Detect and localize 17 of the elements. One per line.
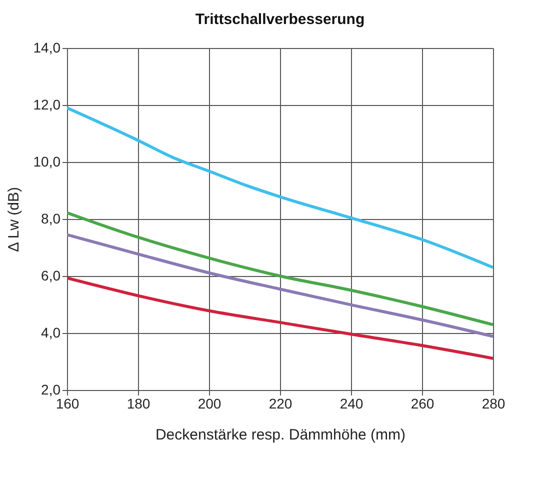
x-tick-label: 180	[126, 396, 150, 412]
y-tick-label: 2,0	[41, 382, 61, 398]
x-tick-label: 160	[56, 396, 80, 412]
x-tick-label: 200	[198, 396, 222, 412]
y-tick-label: 6,0	[41, 268, 61, 284]
x-tick-label: 280	[482, 396, 506, 412]
x-axis-title: Deckenstärke resp. Dämmhöhe (mm)	[155, 426, 406, 444]
y-tick-label: 14,0	[33, 40, 61, 56]
y-tick-label: 8,0	[41, 210, 61, 226]
x-tick-label: 220	[268, 396, 292, 412]
y-axis-title: Δ Lw (dB)	[5, 186, 22, 252]
y-tick-label: 10,0	[33, 154, 61, 170]
chart-title: Trittschallverbesserung	[195, 11, 365, 28]
x-tick-label: 260	[410, 396, 434, 412]
x-tick-label: 240	[340, 396, 364, 412]
y-tick-label: 12,0	[33, 96, 61, 112]
y-tick-label: 4,0	[41, 324, 61, 340]
